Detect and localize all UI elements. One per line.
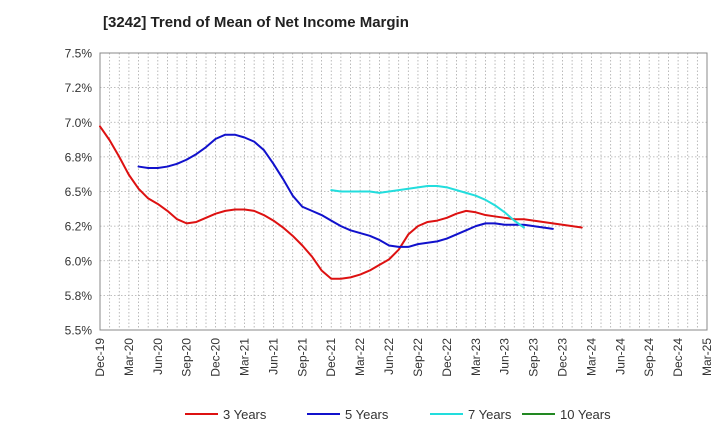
y-tick-label: 5.8% xyxy=(65,289,93,303)
y-tick-label: 5.5% xyxy=(65,324,93,338)
x-tick-label: Sep-24 xyxy=(642,338,656,377)
x-tick-label: Mar-22 xyxy=(353,338,367,376)
series-line-5-years xyxy=(137,133,554,248)
x-tick-label: Jun-20 xyxy=(151,338,165,375)
series-line-7-years xyxy=(330,184,525,229)
legend-label-3-years: 3 Years xyxy=(223,407,267,422)
legend-label-7-years: 7 Years xyxy=(468,407,512,422)
chart-title: [3242] Trend of Mean of Net Income Margi… xyxy=(103,14,409,31)
legend-label-5-years: 5 Years xyxy=(345,407,389,422)
y-tick-label: 6.0% xyxy=(65,254,93,268)
y-tick-label: 6.2% xyxy=(65,220,93,234)
x-tick-label: Jun-21 xyxy=(266,338,280,375)
x-tick-label: Dec-21 xyxy=(324,338,338,377)
plot-border xyxy=(99,52,708,331)
x-tick-label: Mar-25 xyxy=(700,338,714,376)
legend-label-10-years: 10 Years xyxy=(560,407,611,422)
series-line-3-years xyxy=(99,125,583,280)
plot-area xyxy=(100,53,707,330)
x-tick-label: Mar-20 xyxy=(122,338,136,376)
y-tick-label: 7.5% xyxy=(65,47,93,61)
x-tick-label: Dec-19 xyxy=(93,338,107,377)
y-tick-label: 7.0% xyxy=(65,116,93,130)
y-tick-label: 7.2% xyxy=(65,81,93,95)
x-tick-label: Sep-20 xyxy=(180,338,194,377)
x-tick-label: Dec-20 xyxy=(209,338,223,377)
x-tick-label: Mar-23 xyxy=(469,338,483,376)
x-tick-label: Sep-22 xyxy=(411,338,425,377)
y-tick-label: 6.5% xyxy=(65,185,93,199)
x-tick-label: Sep-23 xyxy=(527,338,541,377)
x-tick-label: Dec-24 xyxy=(671,338,685,377)
x-tick-label: Jun-24 xyxy=(613,338,627,375)
x-tick-label: Jun-22 xyxy=(382,338,396,375)
x-tick-label: Mar-21 xyxy=(238,338,252,376)
y-tick-label: 6.8% xyxy=(65,150,93,164)
x-tick-label: Dec-23 xyxy=(555,338,569,377)
x-tick-label: Mar-24 xyxy=(584,338,598,376)
x-tick-label: Jun-23 xyxy=(498,338,512,375)
x-tick-label: Sep-21 xyxy=(295,338,309,377)
x-tick-label: Dec-22 xyxy=(440,338,454,377)
